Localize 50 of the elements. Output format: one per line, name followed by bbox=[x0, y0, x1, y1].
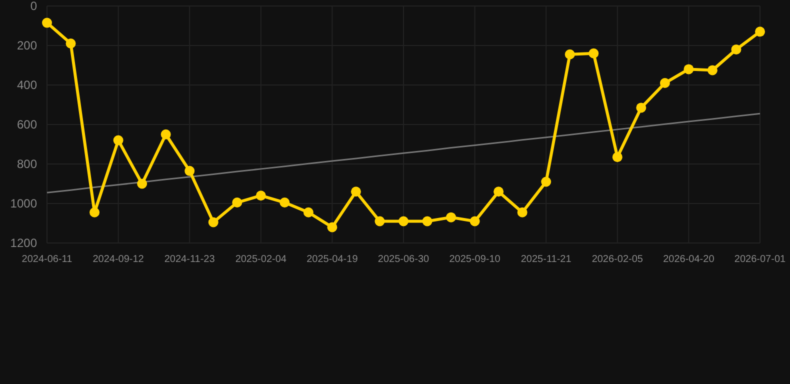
x-tick-label: 2025-04-19 bbox=[306, 254, 358, 265]
point bbox=[707, 65, 718, 76]
point bbox=[494, 186, 504, 197]
point bbox=[636, 102, 646, 113]
point bbox=[374, 216, 385, 226]
y-tick-label: 800 bbox=[16, 157, 38, 172]
point bbox=[422, 216, 432, 226]
point bbox=[446, 212, 456, 222]
y-tick-label: 600 bbox=[16, 118, 38, 132]
point bbox=[184, 166, 195, 176]
point bbox=[66, 38, 76, 49]
point bbox=[232, 198, 242, 208]
point bbox=[755, 26, 765, 37]
x-tick-label: 2026-02-05 bbox=[592, 254, 644, 265]
x-tick-label: 2024-09-12 bbox=[92, 254, 144, 265]
point bbox=[208, 217, 218, 228]
y-tick-label: 200 bbox=[16, 38, 38, 53]
point bbox=[280, 198, 290, 208]
point bbox=[303, 207, 314, 218]
point bbox=[588, 48, 599, 58]
x-tick-label: 2026-07-01 bbox=[734, 254, 786, 265]
point bbox=[137, 178, 148, 189]
x-tick-label: 2026-04-20 bbox=[663, 254, 715, 265]
x-tick-label: 2025-02-04 bbox=[235, 254, 287, 265]
x-tick-label: 2025-06-30 bbox=[378, 254, 430, 265]
point bbox=[90, 207, 100, 218]
point bbox=[398, 216, 408, 226]
y-tick-label: 0 bbox=[30, 0, 38, 14]
point bbox=[541, 176, 552, 187]
x-tick-label: 2025-09-10 bbox=[449, 254, 501, 265]
point bbox=[517, 207, 528, 218]
point bbox=[612, 152, 622, 162]
point bbox=[350, 186, 361, 197]
point bbox=[470, 216, 480, 226]
point bbox=[160, 129, 171, 140]
y-tick-label: 400 bbox=[16, 78, 38, 92]
line-series bbox=[46, 112, 761, 194]
point bbox=[731, 44, 742, 54]
point bbox=[327, 222, 338, 232]
y-tick-label: 1200 bbox=[10, 236, 38, 250]
point bbox=[564, 49, 575, 60]
point bbox=[684, 64, 694, 74]
x-tick-label: 2025-11-21 bbox=[520, 254, 572, 265]
point bbox=[256, 190, 266, 201]
point bbox=[660, 78, 670, 88]
x-tick-label: 2024-11-23 bbox=[164, 254, 216, 265]
point bbox=[42, 18, 52, 28]
x-tick-label: 2024-06-11 bbox=[22, 254, 73, 265]
y-tick-label: 1000 bbox=[10, 196, 38, 211]
point bbox=[113, 135, 124, 146]
